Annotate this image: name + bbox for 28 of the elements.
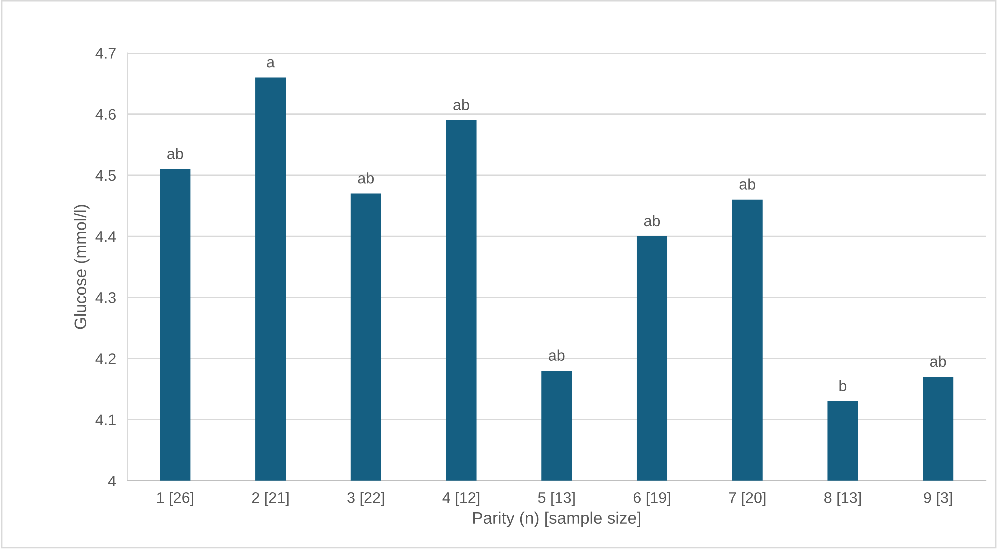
y-tick-label: 4.7: [96, 48, 116, 59]
y-tick-label: 4.3: [96, 292, 116, 304]
x-axis-title: Parity (n) [sample size]: [474, 512, 640, 528]
annotation: a: [267, 59, 276, 68]
annotation: ab: [454, 99, 470, 110]
x-tick-label: 5 [13]: [538, 492, 575, 506]
x-tick-label: 6 [19]: [634, 492, 670, 506]
y-tick-label: 4.2: [96, 354, 116, 364]
annotation: b: [840, 380, 847, 392]
x-tick-label: 4 [12]: [442, 492, 480, 506]
x-tick-label: 2 [21]: [252, 492, 289, 506]
y-tick-label: 4.5: [96, 170, 116, 182]
annotation: ab: [358, 172, 374, 184]
annotation: ab: [930, 356, 946, 368]
annotation: ab: [644, 215, 660, 227]
annotation: ab: [168, 148, 184, 160]
x-tick-label: 7 [20]: [729, 492, 766, 506]
x-tick-label: 1 [26]: [157, 492, 194, 506]
annotation: ab: [549, 350, 565, 361]
annotation: ab: [740, 178, 756, 190]
x-tick-label: 8 [13]: [824, 492, 861, 506]
y-tick-label: 4.1: [96, 414, 116, 426]
y-tick-label: 4.6: [96, 109, 116, 120]
x-tick-label: 9 [3]: [924, 492, 952, 506]
y-tick-label: 4.4: [96, 232, 116, 242]
y-axis-title: Glucose (mmol/l): [74, 205, 90, 330]
y-tick-label: 4: [108, 476, 116, 486]
x-tick-label: 3 [22]: [348, 492, 384, 506]
